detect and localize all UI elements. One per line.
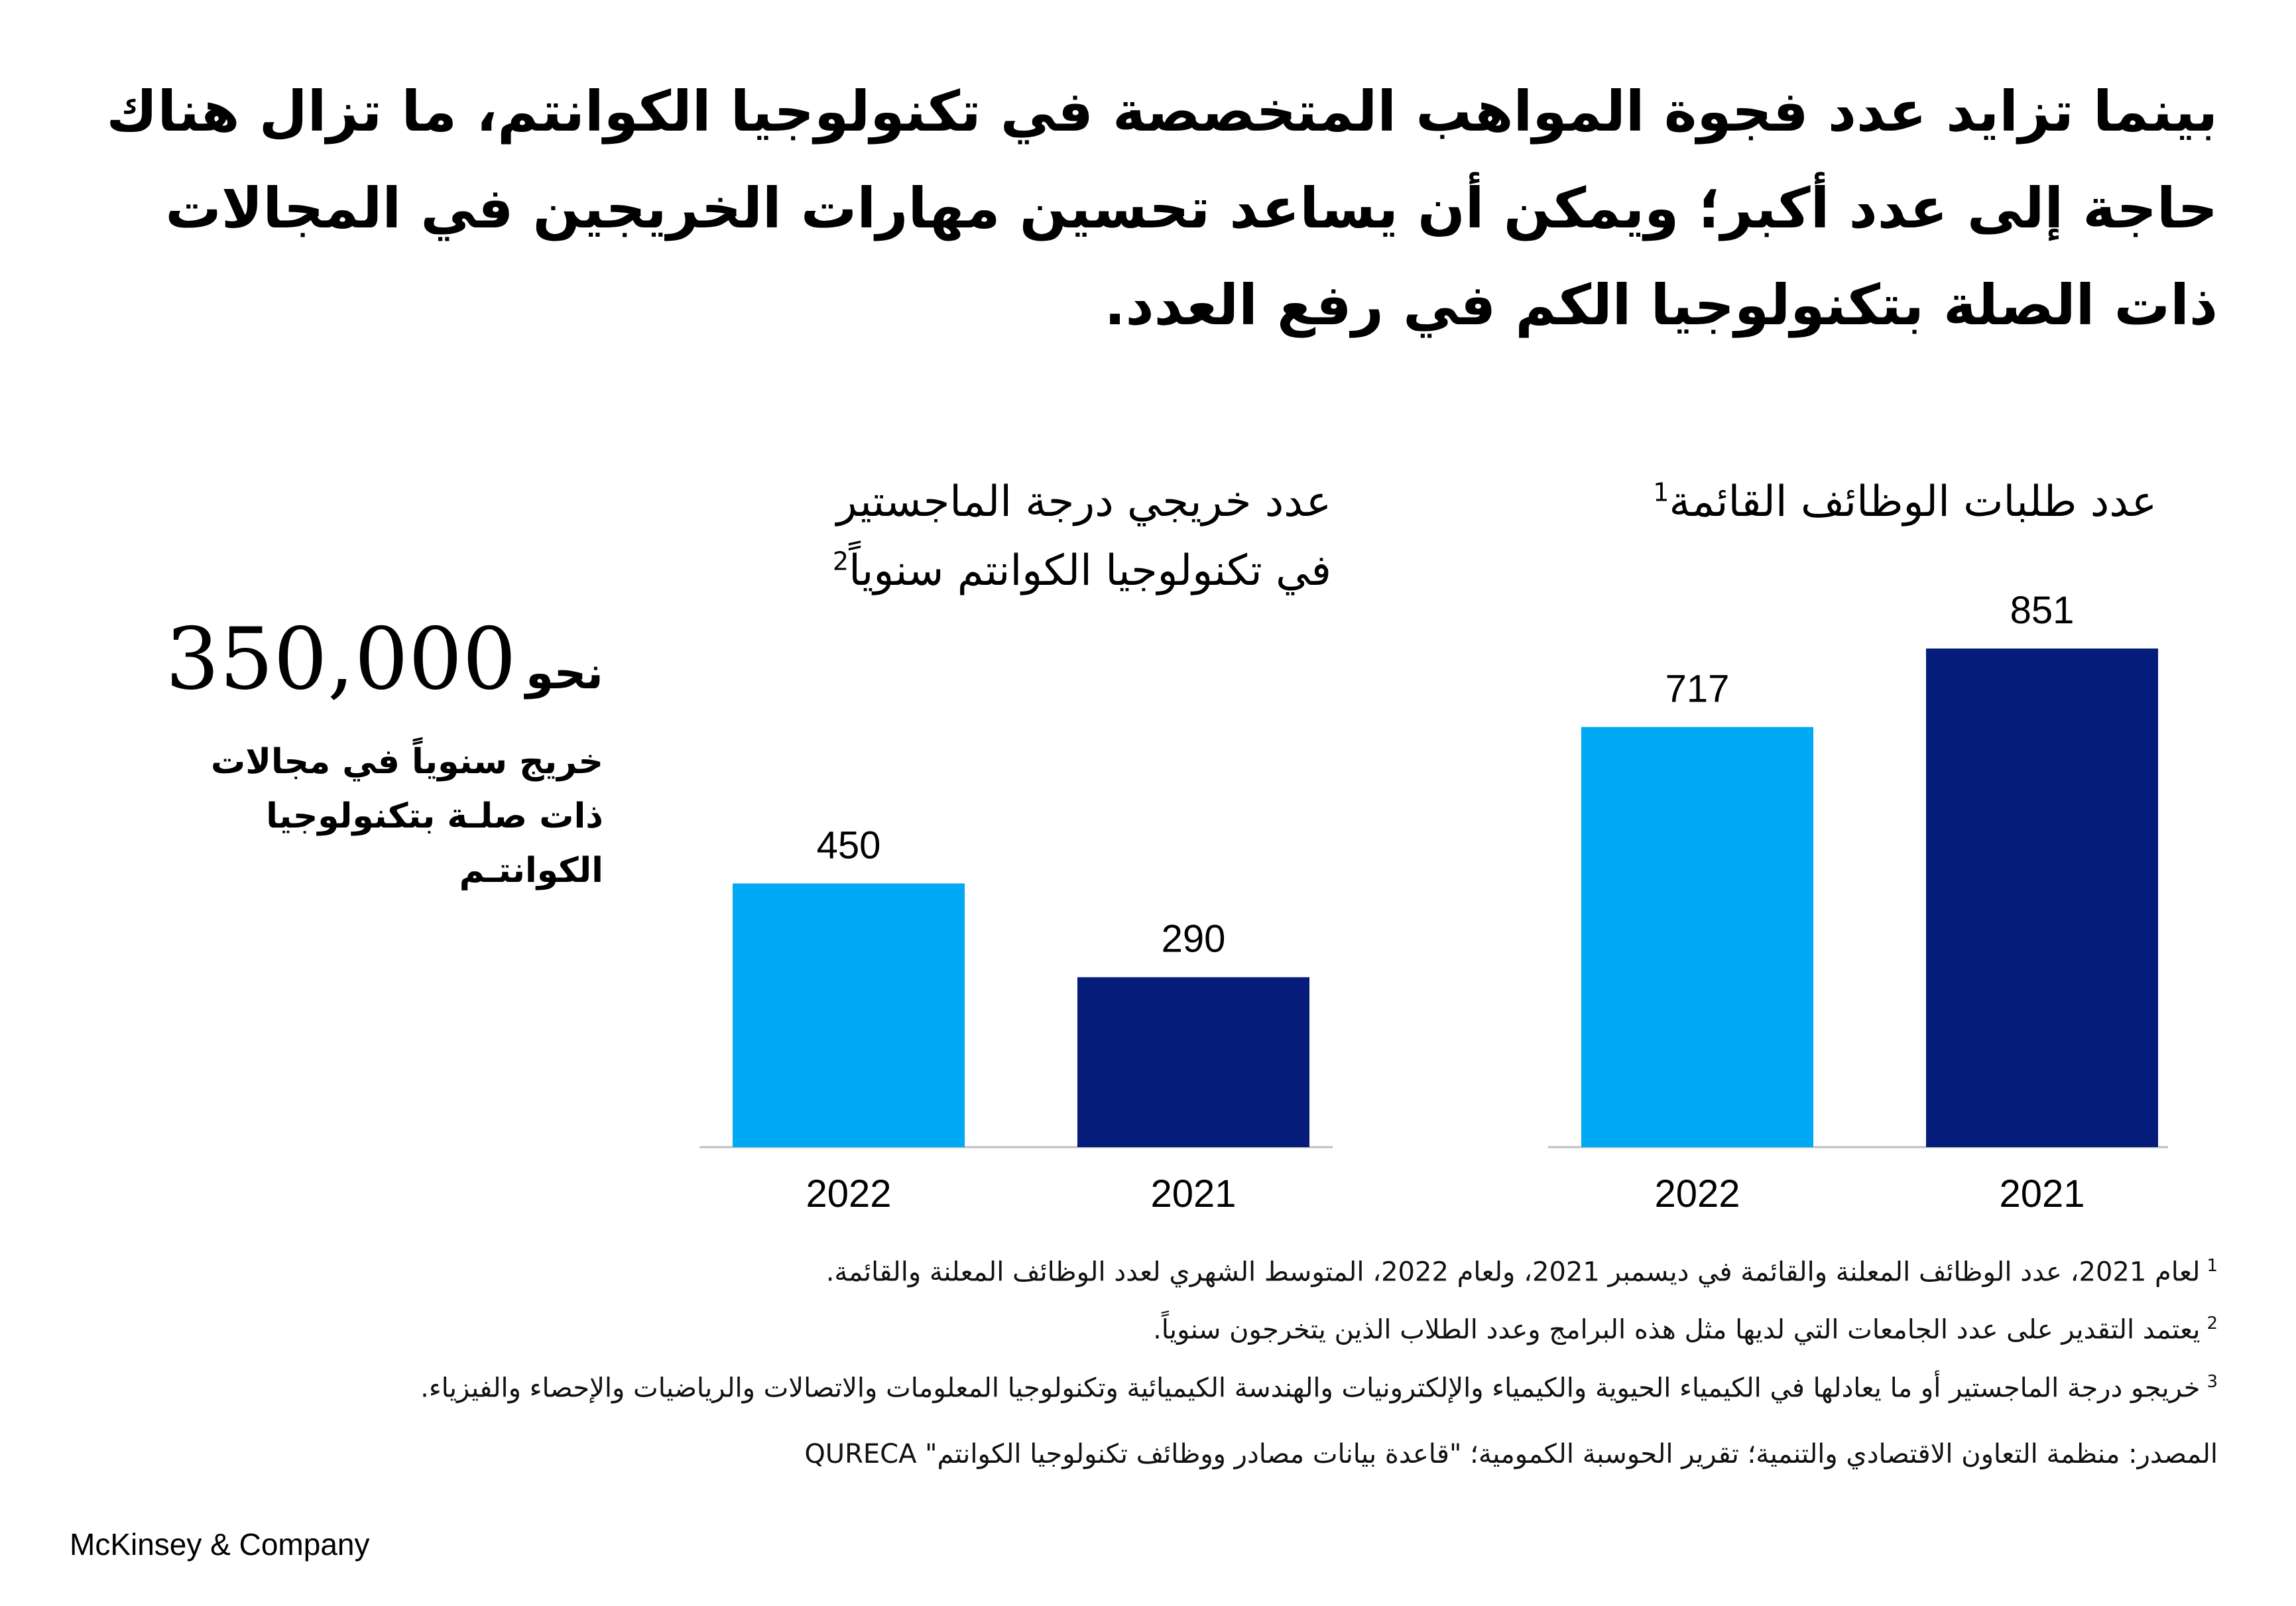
footnote-1: 1لعام 2021، عدد الوظائف المعلنة والقائمة…: [76, 1247, 2218, 1291]
graduates-callout: نحو350,000 خريج سنوياً في مجالات ذات صلـ…: [146, 610, 604, 898]
masters-graduates-value-label-2022: 450: [817, 824, 881, 867]
brand-logo-text: McKinsey & Company: [70, 1527, 370, 1562]
chart-title-job-postings-text: عدد طلبات الوظائف القائمة: [1669, 477, 2157, 526]
footnote-2-text: يعتمد التقدير على عدد الجامعات التي لديه…: [1153, 1314, 2201, 1345]
masters-graduates-bar-2021: [1077, 977, 1309, 1147]
chart-title-job-postings: عدد طلبات الوظائف القائمة1: [1494, 467, 2157, 536]
callout-value: 350,000: [165, 610, 516, 709]
footnote-ref-1: 1: [1653, 477, 1669, 507]
job-postings-tick-label-2021: 2021: [1999, 1172, 2085, 1215]
footnotes: 1لعام 2021، عدد الوظائف المعلنة والقائمة…: [76, 1247, 2218, 1420]
masters-graduates-tick-label-2022: 2022: [806, 1172, 891, 1215]
job-postings-chart: 717 2022 851 2021: [1548, 589, 2168, 1215]
chart-title-masters-line1: عدد خريجي درجة الماجستير: [836, 477, 1331, 526]
footnote-2-mark: 2: [2206, 1314, 2218, 1334]
chart-title-masters-graduates: عدد خريجي درجة الماجستير في تكنولوجيا ال…: [602, 467, 1331, 605]
footnote-3-text: خريجو درجة الماجستير أو ما يعادلها في ال…: [420, 1372, 2201, 1403]
masters-graduates-value-label-2021: 290: [1162, 918, 1226, 961]
job-postings-bar-2021: [1926, 649, 2158, 1147]
job-postings-tick-label-2022: 2022: [1654, 1172, 1740, 1215]
chart-title-masters-line2: في تكنولوجيا الكوانتم سنوياً: [849, 546, 1331, 595]
job-postings-bar-2022: [1581, 727, 1813, 1147]
callout-description: خريج سنوياً في مجالات ذات صلـة بتكنولوجي…: [211, 742, 603, 891]
source-note: المصدر: منظمة التعاون الاقتصادي والتنمية…: [804, 1439, 2218, 1469]
footnote-1-mark: 1: [2206, 1256, 2218, 1276]
footnote-3: 3خريجو درجة الماجستير أو ما يعادلها في ا…: [76, 1363, 2218, 1407]
callout-prefix: نحو: [525, 647, 603, 700]
job-postings-value-label-2022: 717: [1665, 667, 1730, 710]
job-postings-value-label-2021: 851: [2010, 589, 2075, 632]
footnote-1-text: لعام 2021، عدد الوظائف المعلنة والقائمة …: [825, 1257, 2201, 1288]
footnote-2: 2يعتمد التقدير على عدد الجامعات التي لدي…: [76, 1304, 2218, 1349]
footnote-3-mark: 3: [2206, 1371, 2218, 1392]
masters-graduates-chart: 450 2022 290 2021: [699, 824, 1333, 1215]
masters-graduates-bar-2022: [733, 883, 965, 1147]
masters-graduates-tick-label-2021: 2021: [1150, 1172, 1236, 1215]
headline: بينما تزايد عدد فجوة المواهب المتخصصة في…: [106, 79, 2218, 338]
footnote-ref-2: 2: [832, 546, 849, 576]
